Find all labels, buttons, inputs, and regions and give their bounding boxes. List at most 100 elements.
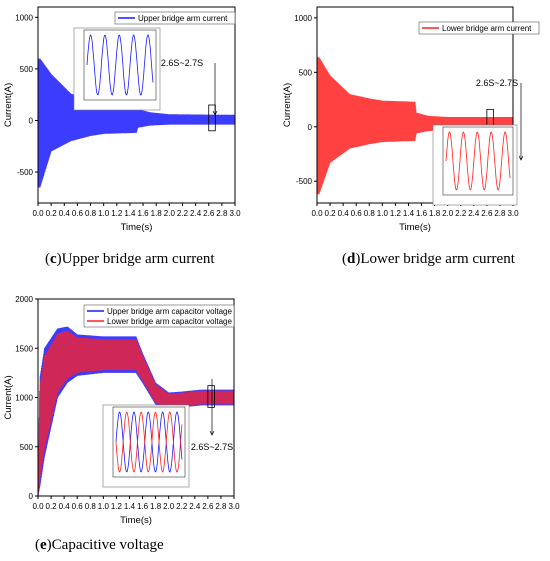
x-tick-label: 1.6: [416, 209, 428, 218]
x-tick-label: 2.8: [215, 502, 227, 511]
annotation-label: 2.6S~2.7S: [191, 442, 233, 452]
x-tick-label: 2.0: [163, 502, 175, 511]
x-tick-label: 0.6: [351, 209, 363, 218]
x-tick-label: 1.4: [403, 209, 415, 218]
y-tick-label: 500: [20, 65, 34, 74]
series-line-1: [316, 57, 514, 195]
legend-label: Upper bridge arm current: [138, 14, 228, 23]
legend-label: Upper bridge arm capacitor voltage: [107, 307, 233, 316]
plot-frame: [37, 6, 236, 204]
x-tick-label: 3.0: [228, 502, 240, 511]
y-axis-label: Current(A): [3, 375, 14, 419]
x-tick-label: 0.0: [32, 209, 44, 218]
series-line-2: [37, 330, 235, 497]
x-tick-label: 1.6: [138, 209, 150, 218]
legend-box: [418, 21, 540, 35]
x-tick-label: 0.4: [338, 209, 350, 218]
x-tick-label: 0.8: [85, 209, 97, 218]
x-tick-label: 1.6: [137, 502, 149, 511]
inset-wave: [445, 131, 511, 191]
x-tick-label: 0.0: [311, 209, 323, 218]
x-tick-label: 0.4: [59, 209, 71, 218]
chart-c: 0.0 0.2 0.4 0.6 0.8 1.0 1.2 1.4 1.6 1.8 2.0 2.2 2.4 2…: [3, 6, 241, 233]
inset-frame: [442, 126, 514, 196]
inset-wave: [86, 34, 154, 96]
y-tick-label: 500: [299, 68, 313, 77]
inset-frame: [83, 29, 157, 101]
arrow-head: [209, 430, 215, 436]
annotation-label: 2.6S~2.7S: [476, 78, 518, 88]
arrow-head: [212, 110, 218, 116]
y-tick-label: 0: [308, 123, 313, 132]
x-tick-label: 2.4: [468, 209, 480, 218]
x-tick-label: 1.8: [151, 209, 163, 218]
x-tick-label: 0.0: [32, 502, 44, 511]
x-tick-label: 0.2: [46, 209, 58, 218]
x-tick-label: 2.2: [176, 502, 188, 511]
legend-label: Lower bridge arm current: [442, 24, 532, 33]
x-tick-label: 2.4: [190, 209, 202, 218]
x-tick-label: 0.6: [72, 209, 84, 218]
zoom-box: [208, 104, 216, 132]
x-tick-label: 1.4: [124, 209, 136, 218]
legend-label: Lower bridge arm capacitor voltage: [107, 317, 233, 326]
x-tick-label: 3.0: [229, 209, 241, 218]
x-tick-label: 1.8: [150, 502, 162, 511]
x-tick-label: 0.6: [72, 502, 84, 511]
y-axis-label: Current(A): [3, 83, 14, 127]
inset-chart: [73, 27, 161, 111]
x-tick-label: 0.8: [364, 209, 376, 218]
y-tick-label: 1500: [15, 344, 33, 353]
y-tick-label: -500: [17, 168, 34, 177]
y-tick-label: 1000: [294, 14, 312, 23]
x-tick-label: 2.6: [202, 502, 214, 511]
series-line-1: [37, 326, 235, 497]
x-tick-label: 2.8: [216, 209, 228, 218]
y-axis-label: Current(A): [282, 83, 293, 127]
x-tick-label: 2.2: [455, 209, 467, 218]
x-tick-label: 1.4: [124, 502, 136, 511]
caption-e: (e)Capacitive voltage: [35, 537, 164, 553]
x-tick-label: 0.4: [59, 502, 71, 511]
y-tick-label: 1000: [15, 394, 33, 403]
caption-d: (d)Lower bridge arm current: [342, 251, 515, 267]
plot-area: [37, 326, 235, 497]
x-tick-label: 1.2: [111, 502, 123, 511]
y-tick-label: 2000: [15, 295, 33, 304]
plot-area: [316, 57, 514, 195]
inset-frame: [112, 406, 186, 478]
x-tick-label: 1.8: [429, 209, 441, 218]
x-tick-label: 1.0: [98, 502, 110, 511]
x-tick-label: 0.2: [46, 502, 58, 511]
legend-box: [114, 11, 236, 25]
legend-box: [83, 304, 235, 328]
x-tick-label: 0.2: [325, 209, 337, 218]
x-tick-label: 0.8: [85, 502, 97, 511]
x-tick-label: 3.0: [507, 209, 519, 218]
x-tick-label: 2.6: [481, 209, 493, 218]
inset-chart: [432, 124, 518, 206]
x-tick-label: 1.2: [111, 209, 123, 218]
x-tick-label: 1.2: [390, 209, 402, 218]
y-tick-label: 1000: [15, 13, 33, 22]
plot-frame: [316, 6, 514, 204]
x-tick-label: 2.2: [177, 209, 189, 218]
inset-wave: [115, 411, 183, 473]
annotation-label: 2.6S~2.7S: [161, 58, 203, 68]
zoom-box: [207, 385, 215, 408]
inset-wave: [115, 411, 183, 473]
x-tick-label: 2.8: [494, 209, 506, 218]
x-axis-label: Time(s): [121, 222, 153, 233]
y-tick-label: 0: [29, 116, 34, 125]
caption-c: (c)Upper bridge arm current: [45, 251, 215, 267]
inset-chart: [102, 404, 190, 488]
x-tick-label: 1.0: [377, 209, 389, 218]
x-tick-label: 2.4: [189, 502, 201, 511]
y-tick-label: 500: [20, 443, 34, 452]
y-tick-label: 0: [29, 492, 34, 501]
y-tick-label: -500: [296, 177, 313, 186]
chart-d: 0.0 0.2 0.4 0.6 0.8 1.0 1.2 1.4 1.6 1.8 2.0 2.2 2.4 2…: [282, 6, 540, 233]
x-axis-label: Time(s): [120, 515, 152, 526]
x-tick-label: 2.6: [203, 209, 215, 218]
x-tick-label: 2.0: [442, 209, 454, 218]
